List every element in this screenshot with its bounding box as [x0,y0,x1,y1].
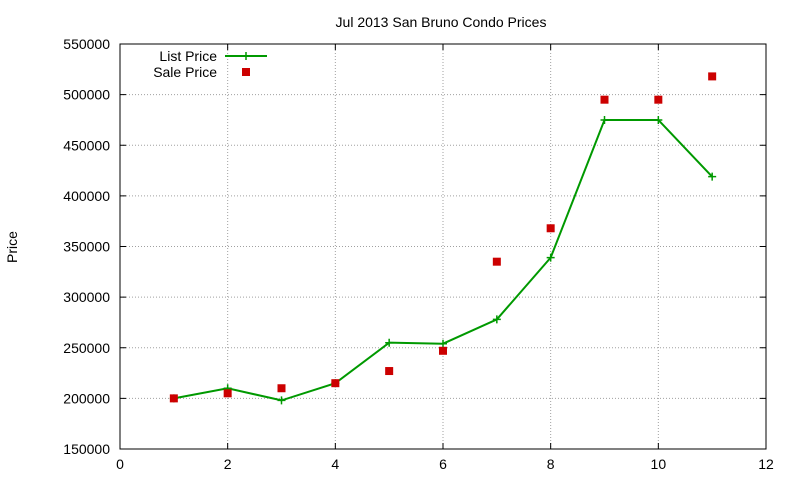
x-tick-label: 2 [224,456,232,472]
sale-price-point [439,346,447,355]
y-tick-label: 300000 [63,289,110,305]
list-price-point [654,115,663,124]
x-tick-label: 8 [547,456,555,472]
legend-plus-marker [242,52,250,60]
y-tick-label: 200000 [63,390,110,406]
y-tick-label: 500000 [63,87,110,103]
list-price-point [492,315,501,324]
x-tick-label: 10 [651,456,667,472]
legend-label-1: Sale Price [153,64,217,80]
sale-price-point [600,95,609,104]
x-tick-label: 6 [439,456,447,472]
y-tick-label: 400000 [63,188,110,204]
x-tick-label: 0 [116,456,124,472]
chart-title: Jul 2013 San Bruno Condo Prices [336,14,547,30]
y-tick-label: 450000 [63,137,110,153]
y-tick-label: 250000 [63,340,110,356]
sale-price-point [385,367,394,376]
list-price-point [385,338,394,347]
sale-price-point [169,394,178,403]
plot-frame [119,43,767,450]
sale-price-point [331,379,340,388]
sale-price-point [546,224,555,233]
list-price-point [546,253,555,262]
sale-price-point [492,257,501,266]
list-price-point [708,172,717,181]
y-axis-title: Price [4,231,20,263]
legend-square-marker [242,68,250,76]
legend-label-0: List Price [159,48,217,64]
y-tick-label: 150000 [63,441,110,457]
y-tick-label: 550000 [63,36,110,52]
series-layer [169,72,717,405]
list-price-point [277,396,286,405]
sale-price-point [654,95,663,104]
list-price-point [600,115,609,124]
x-tick-label: 4 [331,456,339,472]
list-price-point [439,339,447,348]
sale-price-point [223,389,232,398]
sale-price-point [277,384,286,393]
x-tick-label: 12 [758,456,774,472]
y-tick-label: 350000 [63,239,110,255]
axis-ticks: 0 2 4 6 8 10 12 150000 200000 250000 300000 350000 4… [63,36,774,472]
grid [120,44,766,449]
sale-price-point [708,72,717,81]
